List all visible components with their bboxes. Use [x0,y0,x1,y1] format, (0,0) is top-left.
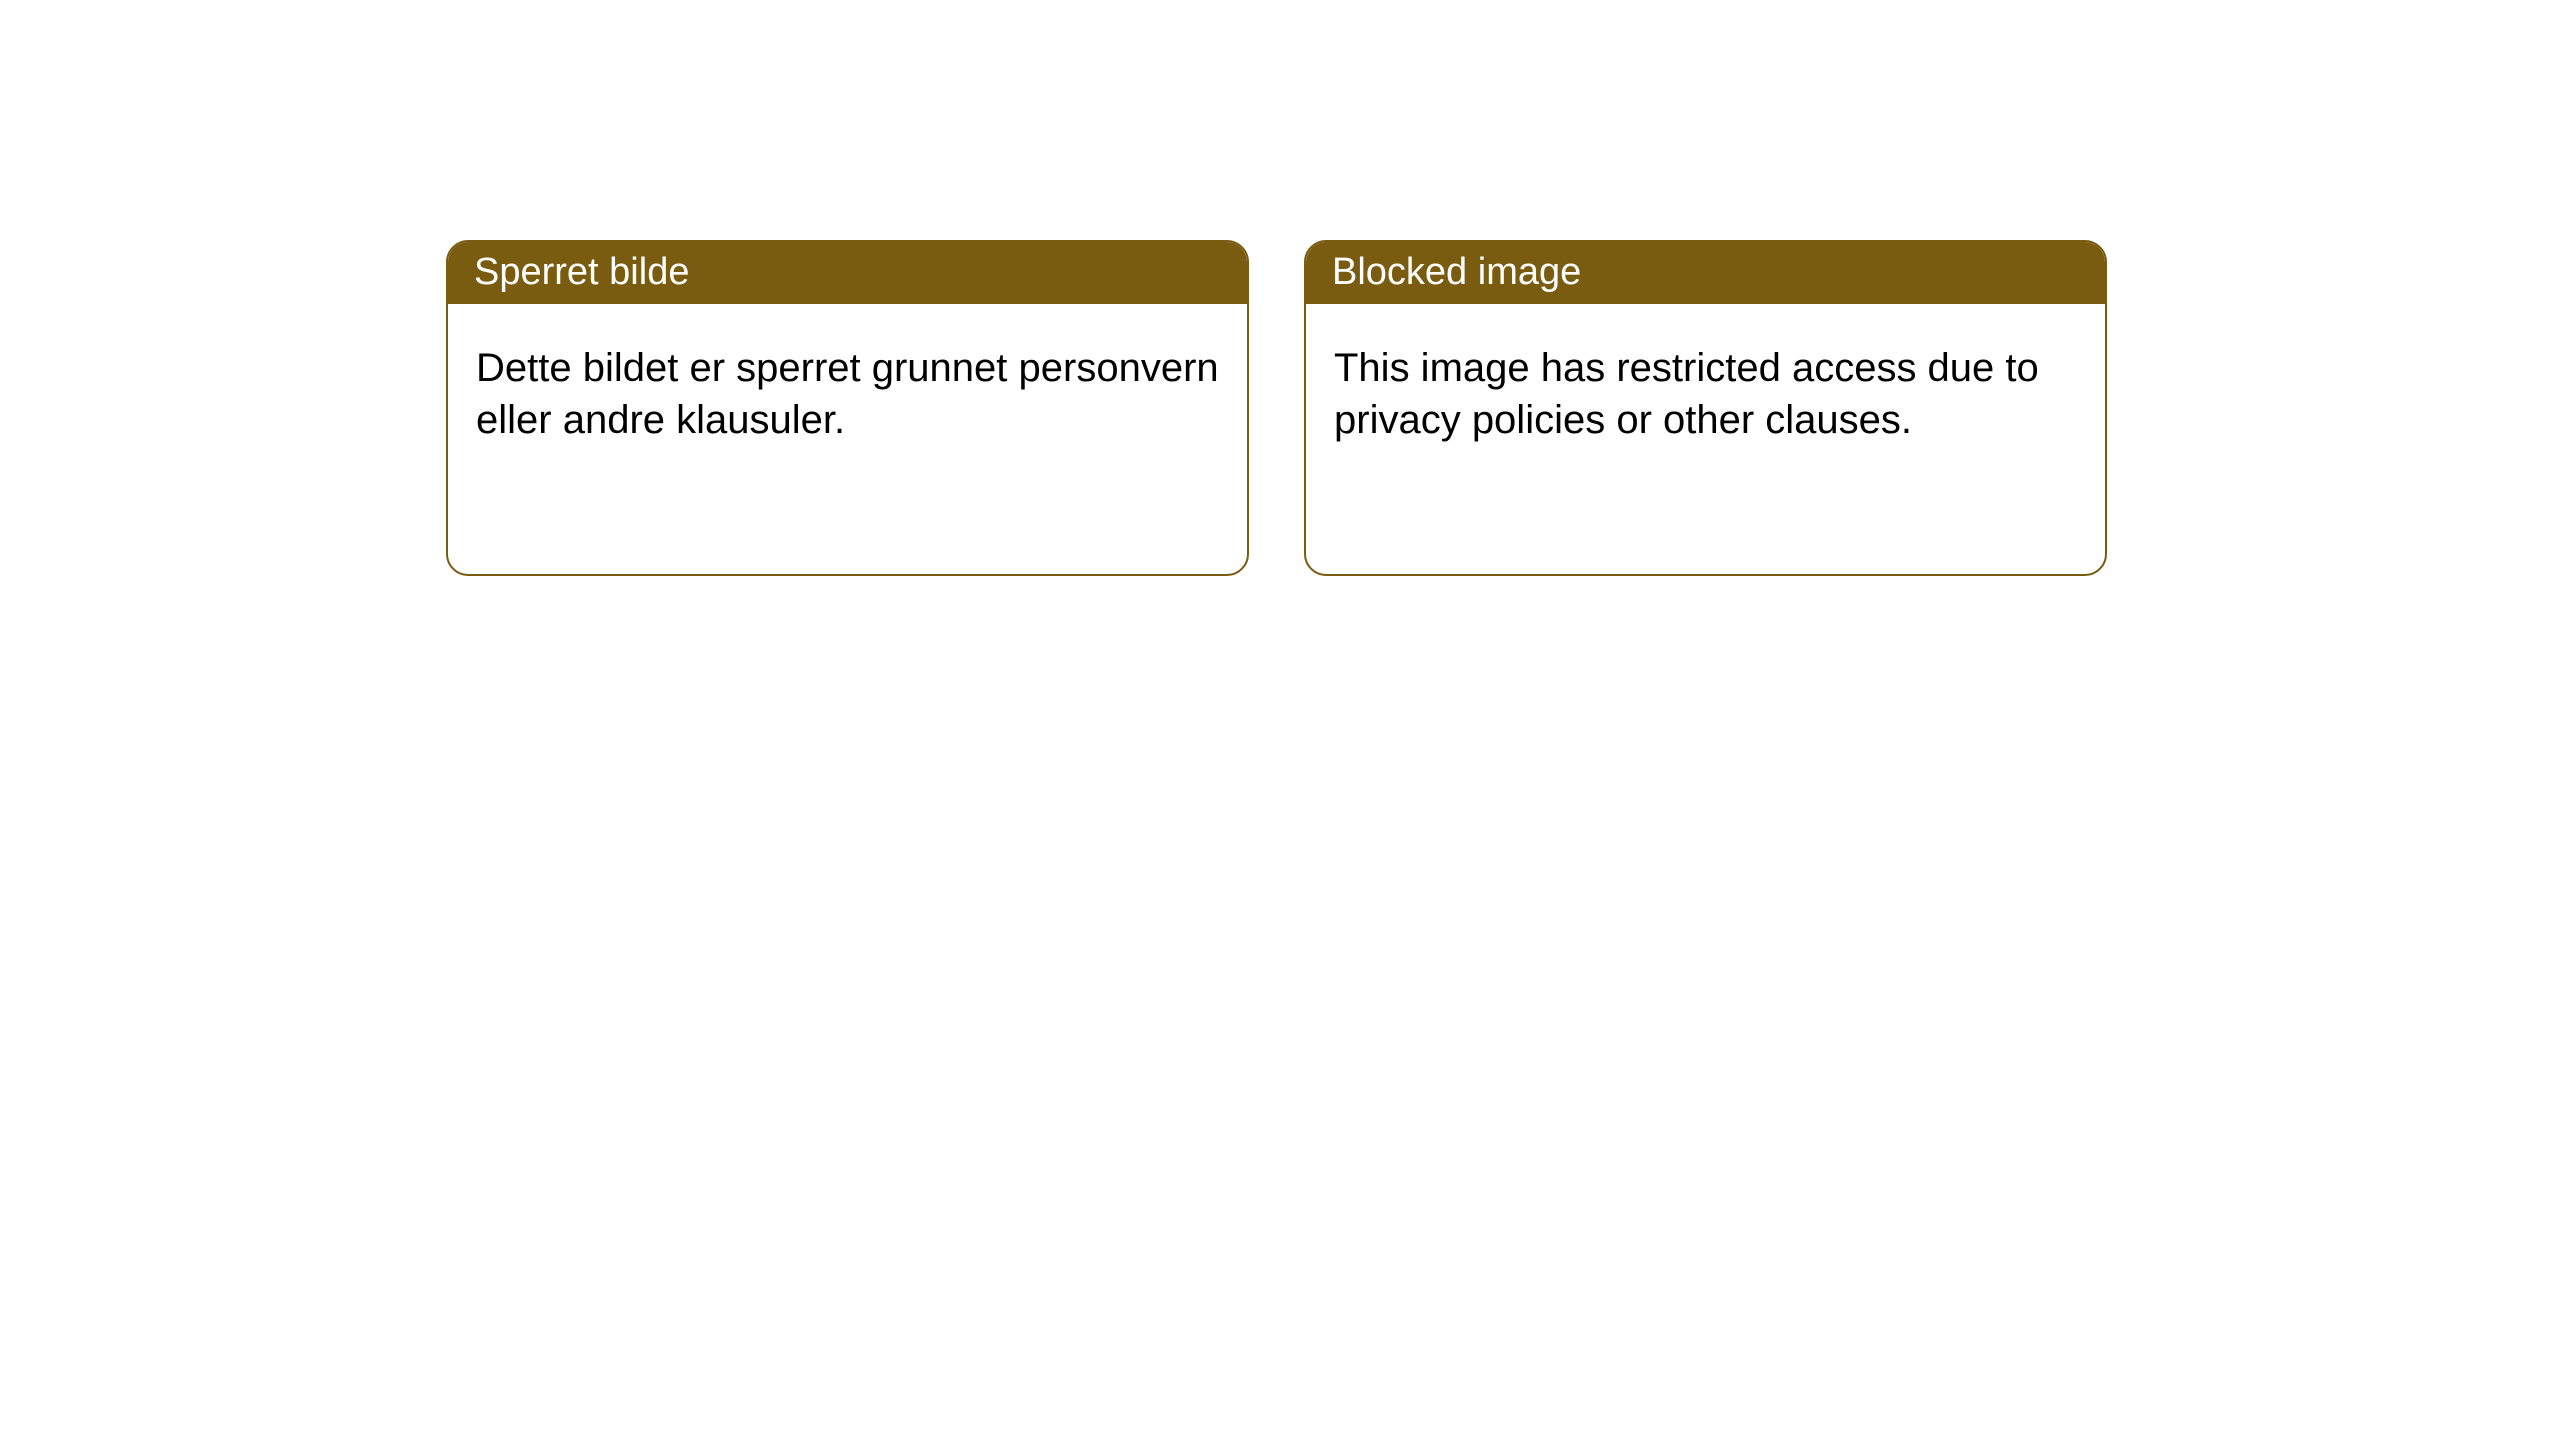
notice-container: Sperret bilde Dette bildet er sperret gr… [0,0,2560,576]
notice-card-header: Sperret bilde [448,242,1247,304]
notice-card-body: This image has restricted access due to … [1306,304,2105,474]
notice-card-body-text: This image has restricted access due to … [1334,346,2039,442]
notice-card-title: Blocked image [1332,251,1581,294]
notice-card-header: Blocked image [1306,242,2105,304]
notice-card-body-text: Dette bildet er sperret grunnet personve… [476,346,1219,442]
notice-card-english: Blocked image This image has restricted … [1304,240,2107,576]
notice-card-body: Dette bildet er sperret grunnet personve… [448,304,1247,474]
notice-card-norwegian: Sperret bilde Dette bildet er sperret gr… [446,240,1249,576]
notice-card-title: Sperret bilde [474,251,689,294]
